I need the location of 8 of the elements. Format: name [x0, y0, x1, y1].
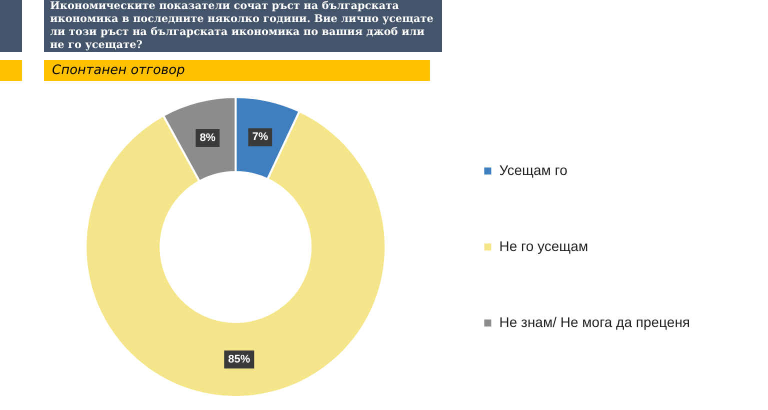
data-label: 85%: [228, 353, 250, 366]
data-label: 8%: [200, 132, 216, 144]
data-label: 7%: [252, 131, 268, 144]
legend-label: Не знам/ Не мога да преценя: [499, 314, 690, 330]
legend-label: Не го усещам: [499, 238, 588, 254]
legend-label: Усещам го: [499, 162, 568, 178]
chart-title: Икономическите показатели сочат ръст на българската икономика в последните няколко години. Вие лично усещате ли този ръст на българската икономика по вашия джоб или не го усещате?: [44, 0, 442, 52]
chart-subtitle: Спонтанен отговор: [44, 60, 430, 81]
